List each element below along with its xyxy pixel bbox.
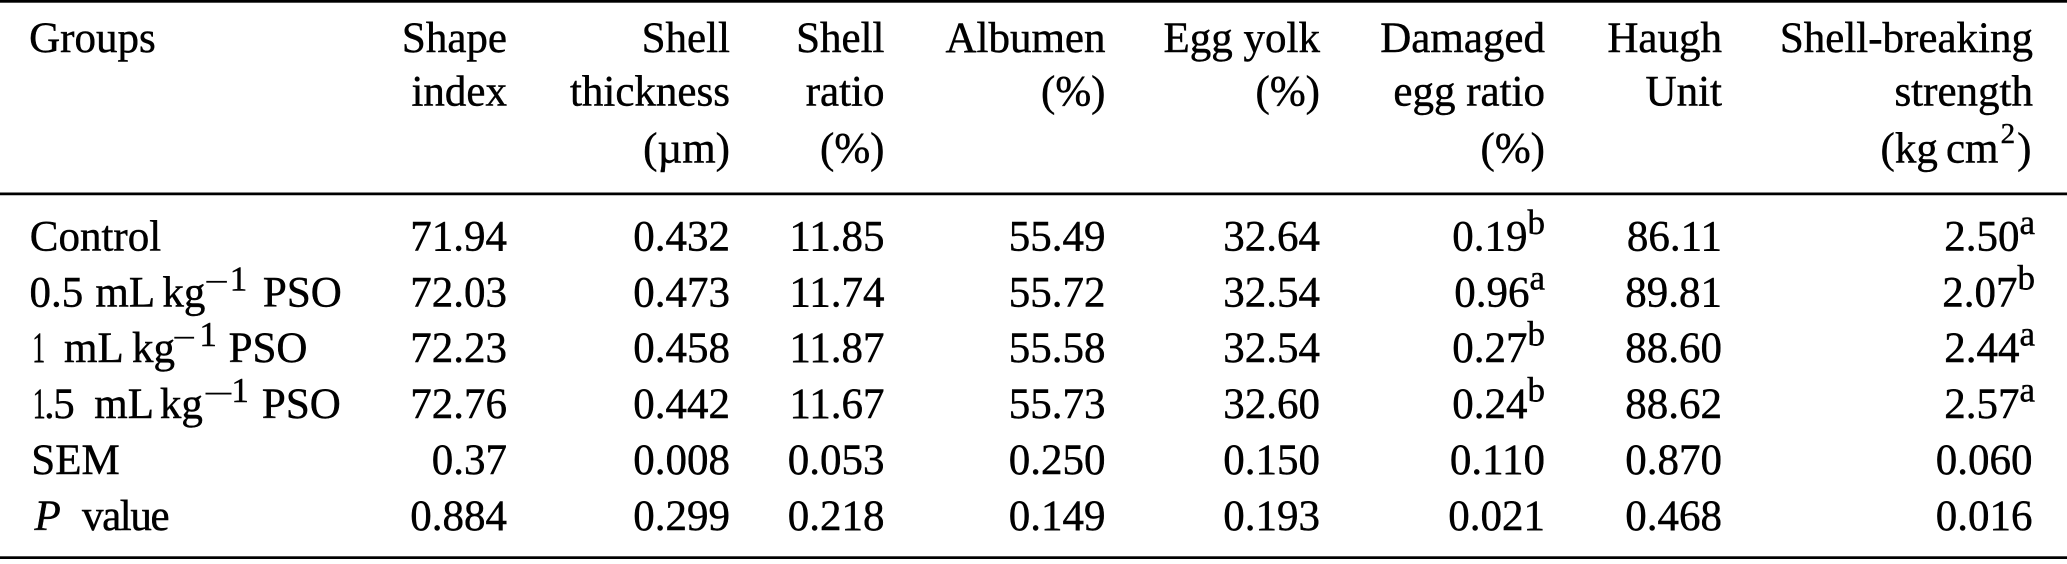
svg-text:Control: Control xyxy=(30,213,161,260)
svg-text:88.62: 88.62 xyxy=(1625,381,1722,428)
svg-text:1 mL kg1 PSO: 1 mL kg 1 PSO xyxy=(32,315,307,372)
svg-text:11.85: 11.85 xyxy=(789,213,884,260)
svg-text:(%): (%) xyxy=(1041,69,1105,116)
svg-text:55.72: 55.72 xyxy=(1009,269,1106,316)
svg-text:0.5 mL kg1 PSO: 0.5 mL kg 1 PSO xyxy=(30,259,342,316)
svg-text:(µm): (µm) xyxy=(643,125,730,172)
svg-text:55.58: 55.58 xyxy=(1009,325,1106,372)
svg-text:Shell: Shell xyxy=(642,15,730,62)
svg-text:Shell: Shell xyxy=(796,15,884,62)
svg-text:0.473: 0.473 xyxy=(633,269,730,316)
svg-text:(%): (%) xyxy=(820,125,884,172)
svg-text:0.016: 0.016 xyxy=(1936,493,2033,540)
svg-text:strength: strength xyxy=(1894,69,2033,116)
svg-text:2.07b: 2.07b xyxy=(1942,259,2035,317)
svg-text:0.884: 0.884 xyxy=(410,493,507,540)
svg-text:2.44a: 2.44a xyxy=(1944,315,2035,373)
svg-text:Damaged: Damaged xyxy=(1380,15,1545,62)
svg-text:(%): (%) xyxy=(1481,125,1545,172)
svg-text:11.87: 11.87 xyxy=(789,325,884,372)
svg-text:0.19b: 0.19b xyxy=(1452,203,1545,261)
svg-text:0.37: 0.37 xyxy=(432,437,507,484)
svg-text:0.021: 0.021 xyxy=(1448,493,1545,540)
svg-text:0.008: 0.008 xyxy=(633,437,730,484)
svg-text:0.468: 0.468 xyxy=(1625,493,1722,540)
svg-text:32.64: 32.64 xyxy=(1223,213,1320,260)
svg-text:72.76: 72.76 xyxy=(410,381,507,428)
svg-text:88.60: 88.60 xyxy=(1625,325,1722,372)
svg-text:Groups: Groups xyxy=(29,15,156,62)
svg-text:0.193: 0.193 xyxy=(1223,493,1320,540)
svg-text:0.053: 0.053 xyxy=(788,437,885,484)
svg-text:11.74: 11.74 xyxy=(789,269,884,316)
svg-text:55.49: 55.49 xyxy=(1009,213,1106,260)
svg-text:Haugh: Haugh xyxy=(1607,15,1722,62)
svg-text:32.60: 32.60 xyxy=(1223,381,1320,428)
svg-text:71.94: 71.94 xyxy=(410,213,507,260)
svg-text:0.149: 0.149 xyxy=(1009,493,1106,540)
svg-text:SEM: SEM xyxy=(31,437,119,484)
svg-text:55.73: 55.73 xyxy=(1009,381,1106,428)
svg-text:0.24b: 0.24b xyxy=(1452,371,1545,429)
svg-text:32.54: 32.54 xyxy=(1223,325,1320,372)
svg-text:0.870: 0.870 xyxy=(1625,437,1722,484)
svg-text:thickness: thickness xyxy=(570,69,730,116)
svg-text:0.458: 0.458 xyxy=(633,325,730,372)
svg-text:89.81: 89.81 xyxy=(1625,269,1722,316)
svg-text:0.060: 0.060 xyxy=(1936,437,2033,484)
svg-text:72.03: 72.03 xyxy=(410,269,507,316)
svg-text:0.150: 0.150 xyxy=(1223,437,1320,484)
svg-text:2.57a: 2.57a xyxy=(1944,371,2035,429)
svg-text:1.5 mL kg1 PSO: 1.5 mL kg 1 PSO xyxy=(33,371,341,428)
svg-text:0.442: 0.442 xyxy=(633,381,730,428)
svg-text:(%): (%) xyxy=(1256,69,1320,116)
svg-text:72.23: 72.23 xyxy=(410,325,507,372)
svg-text:Unit: Unit xyxy=(1646,69,1723,116)
svg-text:Shell-breaking: Shell-breaking xyxy=(1780,15,2033,62)
svg-text:Egg yolk: Egg yolk xyxy=(1164,15,1321,62)
svg-text:index: index xyxy=(411,69,507,116)
svg-text:2.50a: 2.50a xyxy=(1944,203,2035,261)
svg-text:Shape: Shape xyxy=(402,15,507,62)
svg-text:ratio: ratio xyxy=(806,69,885,116)
svg-text:0.299: 0.299 xyxy=(633,493,730,540)
svg-text:11.67: 11.67 xyxy=(789,381,884,428)
svg-text:Albumen: Albumen xyxy=(945,15,1105,62)
svg-text:0.250: 0.250 xyxy=(1009,437,1106,484)
svg-text:(kg cm2): (kg cm2) xyxy=(1881,118,2032,172)
svg-text:0.432: 0.432 xyxy=(633,213,730,260)
svg-text:0.218: 0.218 xyxy=(788,493,885,540)
svg-text:egg ratio: egg ratio xyxy=(1393,69,1545,116)
svg-text:P value: P value xyxy=(34,493,169,540)
svg-text:0.96a: 0.96a xyxy=(1454,259,1545,317)
svg-text:0.27b: 0.27b xyxy=(1452,315,1545,373)
svg-text:32.54: 32.54 xyxy=(1223,269,1320,316)
svg-text:86.11: 86.11 xyxy=(1627,213,1722,260)
svg-text:0.110: 0.110 xyxy=(1450,437,1545,484)
